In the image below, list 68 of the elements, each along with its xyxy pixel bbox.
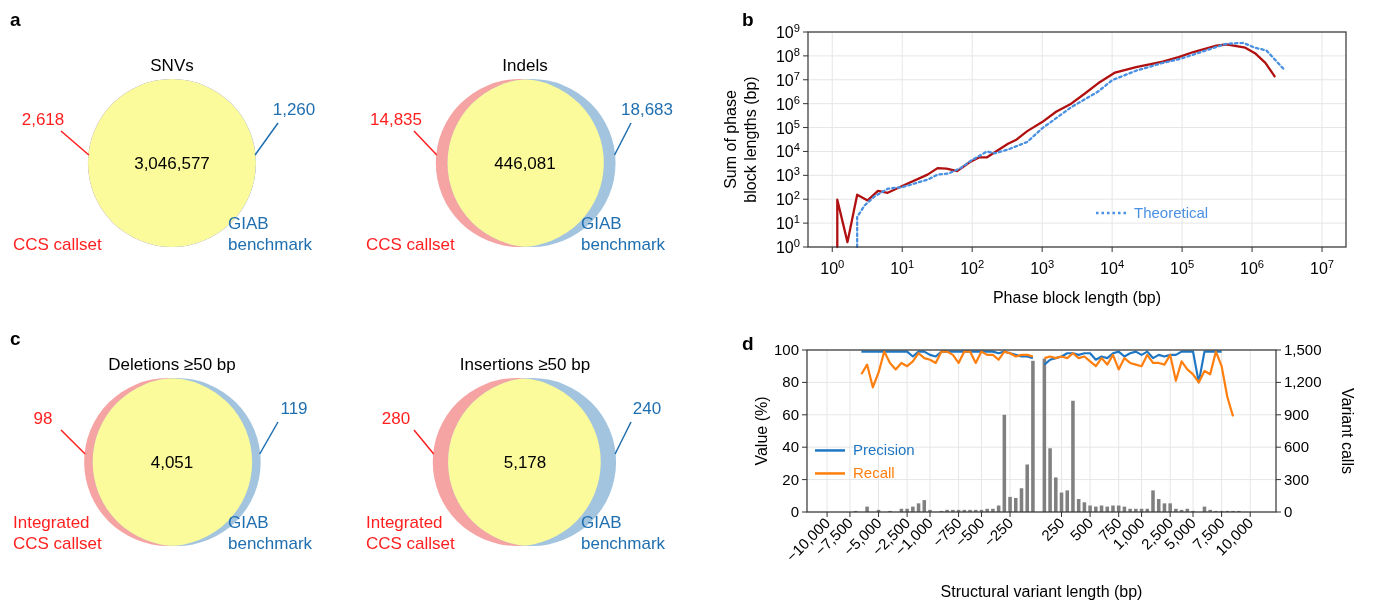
data-label: 446,081: [494, 154, 556, 173]
category-label: GIAB benchmark: [581, 214, 666, 254]
y-tick-label: 20: [782, 470, 799, 488]
y-tick-label: 10$^{1}$: [775, 213, 800, 233]
x-tick-label: 10$^{0}$: [820, 258, 845, 277]
category-label: CCS callset: [366, 235, 456, 254]
x-axis-title: Structural variant length (bp): [940, 583, 1143, 600]
y-tick-label: 80: [782, 373, 799, 391]
x-tick-label: 10$^{3}$: [1030, 258, 1055, 277]
category-label: Integrated CCS callset: [366, 513, 456, 553]
legend-label: Recall: [853, 464, 895, 482]
y2-axis-title: Variant calls: [1339, 388, 1356, 474]
x-tick-label: 10$^{7}$: [1310, 258, 1335, 277]
data-label: 280: [381, 409, 411, 428]
data-label: 5,178: [503, 453, 547, 472]
y2-tick-label: 300: [1284, 470, 1310, 488]
data-label: 1,260: [272, 100, 316, 119]
data-label: 240: [632, 399, 662, 418]
y2-tick-label: 1,500: [1284, 341, 1322, 358]
y2-tick-label: 600: [1284, 438, 1310, 456]
y-axis-title: Sum of phase block lengths (bp): [722, 76, 759, 203]
y-tick-label: 10$^{8}$: [775, 45, 800, 65]
x-tick-label: 10$^{2}$: [960, 258, 985, 277]
x-tick-label: 10$^{5}$: [1170, 258, 1195, 277]
y-tick-label: 10$^{2}$: [775, 189, 800, 209]
x-tick-label: 250: [1037, 514, 1068, 544]
legend-label: Theoretical: [1134, 204, 1209, 221]
x-tick-label: 10$^{1}$: [890, 258, 915, 277]
y-tick-label: 60: [782, 405, 799, 423]
data-label: 119: [280, 399, 308, 418]
data-label: 3,046,577: [134, 154, 210, 173]
data-label: 2,618: [21, 110, 65, 129]
text: Insertions ≥50 bp: [459, 355, 591, 374]
x-tick-label: 500: [1066, 514, 1097, 544]
data-label: 18,683: [621, 100, 673, 119]
data-label: 14,835: [370, 110, 422, 129]
y-tick-label: 100: [773, 341, 799, 358]
y-tick-label: 0: [790, 503, 799, 520]
y-tick-label: 10$^{0}$: [775, 237, 800, 256]
text: Deletions ≥50 bp: [108, 355, 236, 374]
text: b: [742, 9, 754, 30]
data-label: 98: [33, 409, 53, 428]
y-tick-label: 40: [782, 438, 799, 456]
text: a: [10, 9, 21, 30]
y-tick-label: 10$^{4}$: [775, 141, 800, 161]
y-tick-label: 10$^{6}$: [775, 93, 800, 113]
category-label: GIAB benchmark: [228, 214, 313, 254]
category-label: CCS callset: [13, 235, 103, 254]
y-axis-title: Value (%): [753, 396, 770, 466]
text: d: [742, 333, 754, 354]
x-tick-label: 10$^{4}$: [1100, 258, 1125, 277]
y2-tick-label: 900: [1284, 405, 1310, 423]
y-tick-label: 10$^{3}$: [775, 165, 800, 185]
y2-tick-label: 0: [1284, 503, 1293, 520]
y-tick-label: 10$^{7}$: [775, 69, 800, 89]
text: Indels: [502, 56, 548, 75]
x-tick-label: 10$^{6}$: [1240, 258, 1265, 277]
legend-label: Precision: [853, 441, 915, 459]
category-label: Integrated CCS callset: [13, 513, 103, 553]
y-tick-label: 10$^{9}$: [775, 22, 800, 41]
text: SNVs: [150, 56, 194, 75]
y2-tick-label: 1,200: [1284, 373, 1322, 391]
category-label: GIAB benchmark: [581, 513, 666, 553]
text: c: [10, 328, 21, 349]
data-label: 4,051: [150, 453, 194, 472]
category-label: GIAB benchmark: [228, 513, 313, 553]
y-tick-label: 10$^{5}$: [775, 117, 800, 137]
x-axis-title: Phase block length (bp): [992, 289, 1162, 306]
